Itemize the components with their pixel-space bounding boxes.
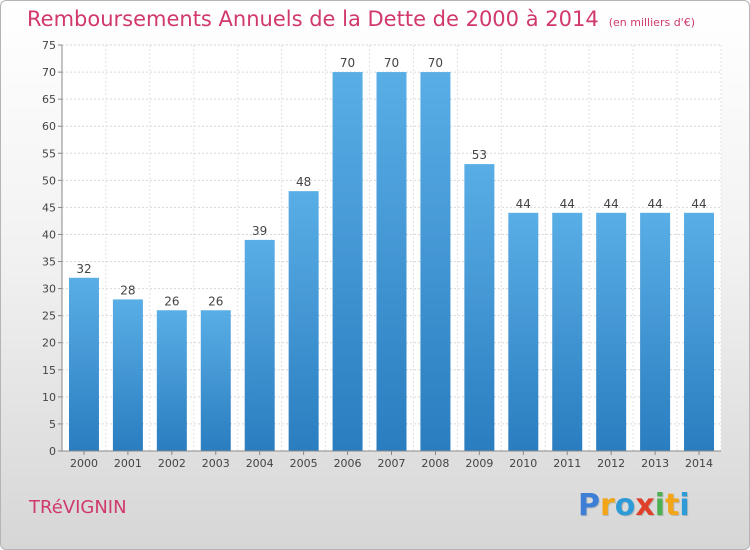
value-label-2001: 28 — [120, 283, 135, 297]
bar-2001 — [112, 299, 143, 451]
bar-2004 — [244, 239, 275, 451]
y-tick-label: 55 — [42, 147, 56, 160]
y-tick-label: 30 — [42, 283, 56, 296]
y-tick-label: 65 — [42, 93, 56, 106]
logo-letter: o — [614, 488, 636, 523]
y-tick-label: 75 — [42, 39, 56, 52]
y-tick-label: 10 — [42, 391, 56, 404]
bar-2011 — [552, 212, 583, 451]
x-tick-label-2007: 2007 — [378, 457, 406, 470]
x-tick-label-2013: 2013 — [641, 457, 669, 470]
x-tick-label-2011: 2011 — [553, 457, 581, 470]
logo-letter: x — [635, 488, 655, 523]
value-label-2011: 44 — [560, 197, 575, 211]
bar-2008 — [420, 72, 451, 452]
bar-2005 — [288, 191, 319, 451]
value-label-2014: 44 — [691, 197, 706, 211]
value-label-2007: 70 — [384, 56, 399, 70]
value-label-2005: 48 — [296, 175, 311, 189]
y-tick-label: 60 — [42, 120, 56, 133]
logo-letter: P — [578, 488, 600, 523]
x-tick-label-2014: 2014 — [685, 457, 713, 470]
y-tick-label: 50 — [42, 174, 56, 187]
y-tick-label: 40 — [42, 228, 56, 241]
chart-subtitle: (en milliers d'€) — [608, 16, 695, 29]
value-label-2003: 26 — [208, 294, 223, 308]
value-label-2008: 70 — [428, 56, 443, 70]
logo-letter: r — [600, 488, 615, 523]
bar-2003 — [200, 310, 231, 451]
bar-2014 — [684, 212, 715, 451]
bar-2006 — [332, 72, 363, 452]
x-tick-label-2010: 2010 — [509, 457, 537, 470]
x-tick-label-2005: 2005 — [290, 457, 318, 470]
value-label-2013: 44 — [647, 197, 662, 211]
value-label-2010: 44 — [516, 197, 531, 211]
x-tick-label-2008: 2008 — [421, 457, 449, 470]
bar-2007 — [376, 72, 407, 452]
y-tick-label: 25 — [42, 310, 56, 323]
chart-title: Remboursements Annuels de la Dette de 20… — [27, 7, 599, 31]
value-label-2009: 53 — [472, 148, 487, 162]
x-tick-label-2001: 2001 — [114, 457, 142, 470]
x-tick-label-2012: 2012 — [597, 457, 625, 470]
bar-2010 — [508, 212, 539, 451]
x-tick-label-2002: 2002 — [158, 457, 186, 470]
logo-letter: i — [679, 488, 690, 523]
value-label-2012: 44 — [604, 197, 619, 211]
bar-2002 — [156, 310, 187, 451]
value-label-2004: 39 — [252, 224, 267, 238]
x-tick-label-2000: 2000 — [70, 457, 98, 470]
value-label-2000: 32 — [76, 262, 91, 276]
x-tick-label-2006: 2006 — [334, 457, 362, 470]
bar-2012 — [596, 212, 627, 451]
logo-letter: i — [654, 488, 666, 523]
y-tick-label: 20 — [42, 337, 56, 350]
y-tick-label: 70 — [42, 66, 56, 79]
bar-2009 — [464, 164, 495, 452]
y-tick-label: 0 — [49, 445, 56, 458]
y-tick-label: 15 — [42, 364, 56, 377]
bar-2000 — [68, 277, 99, 451]
y-tick-label: 5 — [49, 418, 56, 431]
commune-name: TRéVIGNIN — [29, 497, 127, 518]
y-tick-label: 45 — [42, 201, 56, 214]
bar-layer: 32 28 26 26 39 48 70 70 70 53 44 44 44 44 44 — [68, 56, 715, 452]
x-tick-label-2009: 2009 — [465, 457, 493, 470]
x-tick-label-2003: 2003 — [202, 457, 230, 470]
title-line: Remboursements Annuels de la Dette de 20… — [27, 7, 695, 31]
x-tick-label-2004: 2004 — [246, 457, 274, 470]
logo-letter: t — [665, 488, 680, 523]
value-label-2002: 26 — [164, 294, 179, 308]
value-label-2006: 70 — [340, 56, 355, 70]
y-tick-label: 35 — [42, 256, 56, 269]
axis-layer: 0 5 10 15 20 25 30 35 40 45 50 55 60 65 70 75 2000 2001 20… — [42, 39, 721, 470]
bar-2013 — [640, 212, 671, 451]
proxiti-logo: Proxiti — [578, 488, 690, 523]
